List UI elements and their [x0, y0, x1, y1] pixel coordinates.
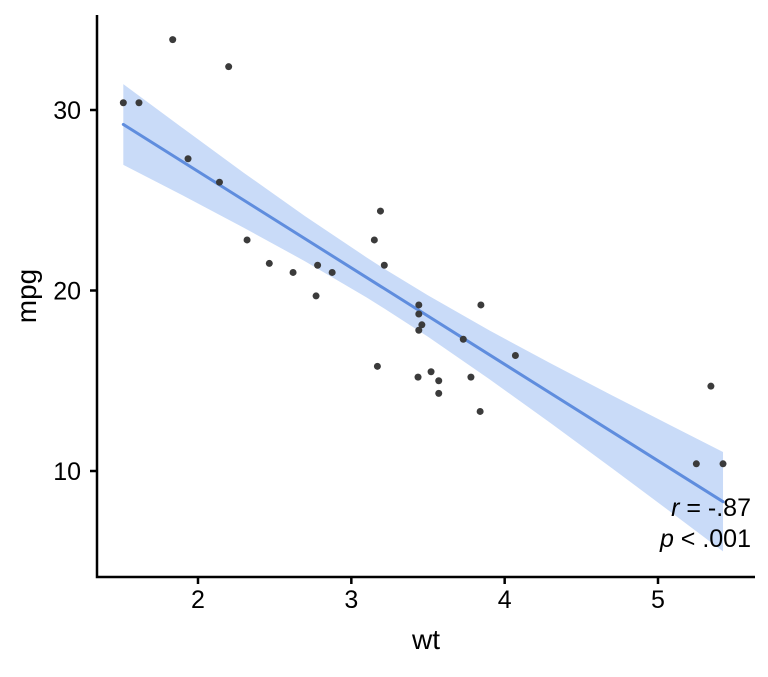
- y-tick-label: 30: [53, 97, 81, 125]
- data-point: [415, 326, 423, 334]
- p-value-text: p < .001: [659, 525, 751, 553]
- data-point: [135, 99, 143, 107]
- r-value-text: r = -.87: [671, 494, 751, 522]
- data-point: [380, 261, 388, 269]
- data-point: [328, 268, 336, 276]
- p-value: < .001: [674, 525, 751, 553]
- y-tick-label: 20: [53, 278, 81, 306]
- data-point: [373, 362, 381, 370]
- data-point: [719, 460, 727, 468]
- data-point: [289, 268, 297, 276]
- plot-layers: 2 3 4 5 10 20 30: [53, 15, 755, 614]
- p-symbol: p: [659, 525, 674, 553]
- data-point: [184, 155, 192, 163]
- x-tick-label: 4: [498, 586, 512, 614]
- x-axis-title: wt: [411, 624, 440, 655]
- r-value: = -.87: [679, 494, 751, 522]
- data-point: [415, 310, 423, 318]
- data-point: [312, 292, 320, 300]
- data-point: [243, 236, 251, 244]
- data-point: [707, 382, 715, 390]
- axis-lines: [95, 15, 755, 579]
- x-tick-label: 2: [191, 586, 205, 614]
- data-point: [435, 377, 443, 385]
- x-tick-label: 5: [651, 586, 665, 614]
- data-point: [376, 207, 384, 215]
- data-point: [169, 36, 177, 44]
- r-symbol: r: [671, 494, 681, 522]
- data-point: [370, 236, 378, 244]
- data-point: [459, 335, 467, 343]
- data-point: [225, 63, 233, 71]
- data-point: [314, 261, 322, 269]
- y-axis-title: mpg: [11, 269, 42, 323]
- data-point: [427, 368, 435, 376]
- data-point: [215, 178, 223, 186]
- data-point: [435, 389, 443, 397]
- data-point: [414, 373, 422, 381]
- data-point: [476, 407, 484, 415]
- data-point: [511, 351, 519, 359]
- data-point: [119, 99, 127, 107]
- regression-line: [121, 122, 725, 504]
- correlation-annotation: r = -.87 p < .001: [659, 494, 751, 553]
- data-point: [265, 259, 273, 267]
- data-point: [477, 301, 485, 309]
- data-point: [415, 301, 423, 309]
- confidence-band: [123, 84, 724, 552]
- data-point: [692, 460, 700, 468]
- data-point: [467, 373, 475, 381]
- x-tick-label: 3: [344, 586, 358, 614]
- y-tick-label: 10: [53, 458, 81, 486]
- data-point: [418, 321, 426, 329]
